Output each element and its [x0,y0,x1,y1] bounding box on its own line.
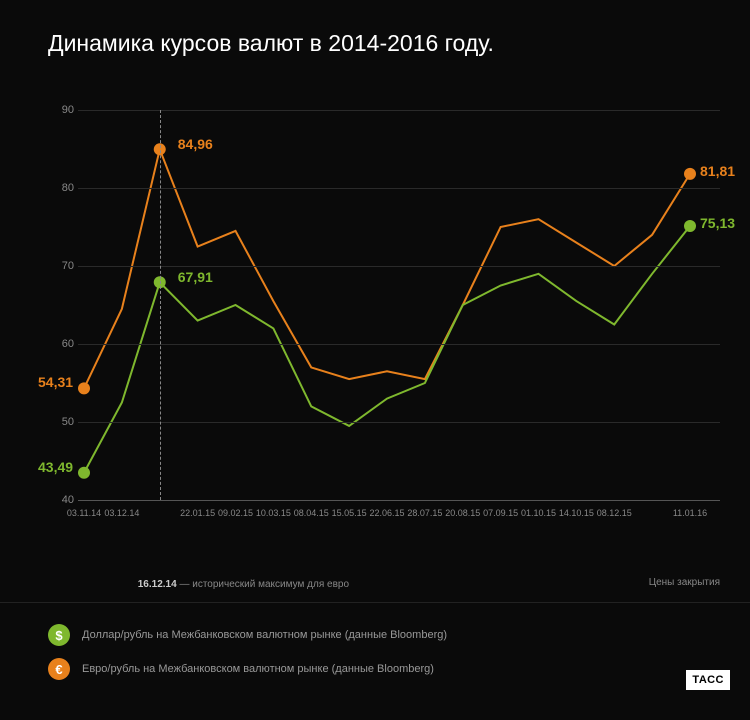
point-label-eur: 54,31 [38,374,73,390]
chart-title: Динамика курсов валют в 2014-2016 году. [0,0,750,57]
series-marker-eur [684,168,696,180]
x-tick: 14.10.15 [559,508,594,518]
annotation-text: исторический максимум для евро [192,579,349,590]
x-tick: 09.02.15 [218,508,253,518]
dollar-icon: $ [48,624,70,646]
x-tick: 22.06.15 [369,508,404,518]
gridline [78,500,720,501]
x-tick: 08.12.15 [597,508,632,518]
separator [0,602,750,603]
y-tick: 80 [50,182,74,194]
x-tick: 20.08.15 [445,508,480,518]
series-line-eur [84,149,690,388]
chart-area: 40506070809003.11.1403.12.1422.01.1509.0… [48,110,720,550]
x-tick: 28.07.15 [407,508,442,518]
plot: 40506070809003.11.1403.12.1422.01.1509.0… [78,110,720,500]
point-label-eur: 84,96 [178,136,213,152]
line-layer [78,110,720,500]
annotation-sep: — [177,579,193,590]
euro-icon: € [48,658,70,680]
x-tick: 03.11.14 [67,508,101,518]
point-label-usd: 75,13 [700,215,735,231]
x-tick: 08.04.15 [294,508,329,518]
series-marker-usd [684,220,696,232]
y-tick: 70 [50,260,74,272]
legend-item-eur: € Евро/рубль на Межбанковском валютном р… [48,658,720,680]
y-tick: 90 [50,104,74,116]
max-annotation: 16.12.14 — исторический максимум для евр… [138,579,349,590]
series-line-usd [84,226,690,473]
x-tick: 01.10.15 [521,508,556,518]
legend-label-eur: Евро/рубль на Межбанковском валютном рын… [82,663,434,675]
y-tick: 50 [50,416,74,428]
point-label-usd: 67,91 [178,269,213,285]
tass-logo: ТАСС [686,670,730,690]
legend-item-usd: $ Доллар/рубль на Межбанковском валютном… [48,624,720,646]
vertical-marker-line [160,110,161,500]
series-marker-usd [78,467,90,479]
gridline [78,110,720,111]
x-tick: 22.01.15 [180,508,215,518]
x-tick: 07.09.15 [483,508,518,518]
y-tick: 40 [50,494,74,506]
legend-label-usd: Доллар/рубль на Межбанковском валютном р… [82,629,447,641]
x-tick: 03.12.14 [104,508,139,518]
point-label-usd: 43,49 [38,459,73,475]
point-label-eur: 81,81 [700,163,735,179]
gridline [78,422,720,423]
series-marker-eur [78,382,90,394]
x-tick: 11.01.16 [673,508,707,518]
gridline [78,188,720,189]
x-tick: 10.03.15 [256,508,291,518]
x-tick: 15.05.15 [332,508,367,518]
y-tick: 60 [50,338,74,350]
gridline [78,344,720,345]
closing-label: Цены закрытия [649,577,720,588]
annotation-date: 16.12.14 [138,579,177,590]
legend: $ Доллар/рубль на Межбанковском валютном… [48,624,720,692]
gridline [78,266,720,267]
